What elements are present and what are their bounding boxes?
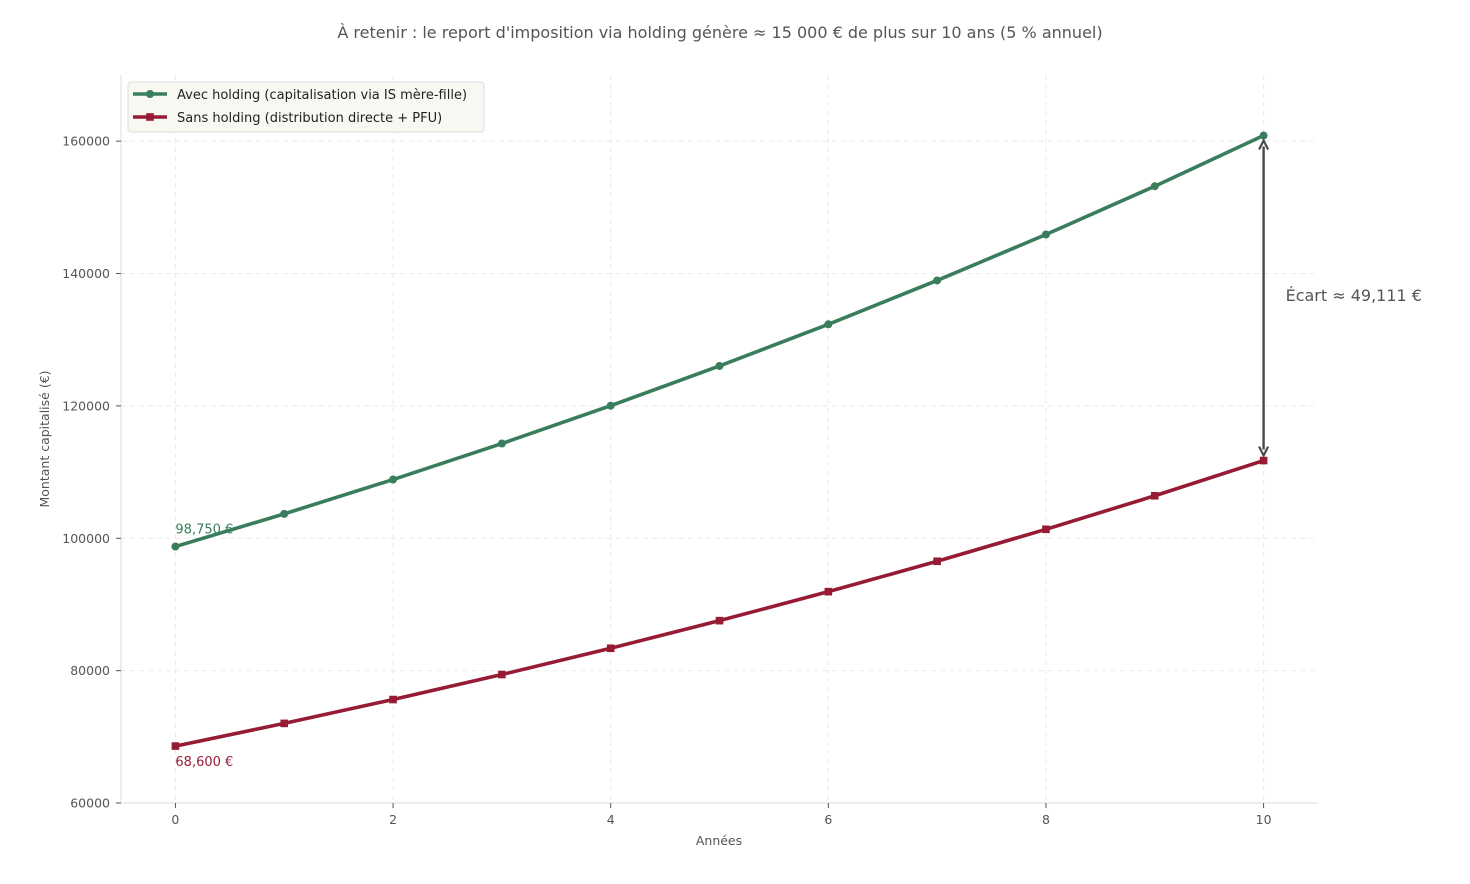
x-tick-label: 0 bbox=[171, 812, 179, 827]
legend-label: Avec holding (capitalisation via IS mère… bbox=[177, 88, 467, 103]
x-tick-label: 4 bbox=[607, 812, 615, 827]
legend-box bbox=[127, 81, 485, 133]
y-tick-label: 120000 bbox=[62, 398, 110, 413]
x-tick-label: 10 bbox=[1256, 812, 1272, 827]
data-point-square bbox=[1259, 456, 1268, 465]
y-tick-label: 100000 bbox=[62, 531, 110, 546]
y-axis-ticks: 60000 80000 100000 120000 140000 160000 bbox=[62, 134, 121, 811]
chart-title: À retenir : le report d'imposition via h… bbox=[337, 23, 1102, 42]
data-series bbox=[171, 131, 1268, 750]
data-point-square bbox=[280, 719, 289, 728]
x-axis-label: Années bbox=[696, 833, 742, 848]
data-point-square bbox=[1150, 491, 1159, 500]
data-point-circle bbox=[1041, 230, 1050, 239]
series-line bbox=[173, 458, 1266, 748]
data-point-square bbox=[933, 557, 941, 566]
data-point-circle bbox=[280, 509, 289, 518]
y-tick-label: 80000 bbox=[70, 663, 110, 678]
x-tick-label: 8 bbox=[1042, 812, 1050, 827]
series-sans-holding bbox=[171, 456, 1268, 750]
legend-marker-square bbox=[146, 113, 154, 121]
data-point-circle bbox=[1259, 131, 1268, 140]
data-point-circle bbox=[715, 361, 724, 370]
arrow-head-down-icon bbox=[1258, 446, 1270, 459]
data-point-square bbox=[606, 644, 615, 653]
start-value-label: 68,600 € bbox=[175, 755, 233, 770]
data-point-circle bbox=[1150, 182, 1159, 191]
data-point-square bbox=[498, 670, 506, 679]
series-line bbox=[173, 133, 1266, 549]
x-tick-label: 2 bbox=[389, 812, 397, 827]
y-tick-label: 160000 bbox=[62, 134, 110, 149]
data-point-circle bbox=[933, 276, 942, 285]
data-point-square bbox=[715, 616, 724, 625]
x-axis-ticks: 0 2 4 6 8 10 bbox=[171, 803, 1272, 827]
y-tick-label: 60000 bbox=[70, 796, 110, 811]
data-point-square bbox=[824, 587, 833, 596]
data-point-circle bbox=[606, 401, 615, 410]
y-axis-label: Montant capitalisé (€) bbox=[37, 370, 52, 507]
axes-spines bbox=[120, 75, 1318, 804]
gap-annotation-label: Écart ≈ 49,111 € bbox=[1286, 286, 1422, 305]
series-avec-holding bbox=[171, 131, 1268, 551]
legend-marker-circle bbox=[146, 90, 154, 98]
grid-lines bbox=[121, 75, 1318, 804]
data-point-square bbox=[1042, 525, 1050, 534]
data-point-square bbox=[171, 742, 180, 750]
data-point-circle bbox=[171, 542, 180, 551]
data-point-circle bbox=[389, 475, 398, 484]
legend-item-avec-holding: Avec holding (capitalisation via IS mère… bbox=[133, 88, 467, 103]
data-point-square bbox=[389, 695, 397, 704]
y-tick-label: 140000 bbox=[62, 266, 110, 281]
legend-label: Sans holding (distribution directe + PFU… bbox=[177, 111, 442, 126]
x-tick-label: 6 bbox=[824, 812, 832, 827]
legend-item-sans-holding: Sans holding (distribution directe + PFU… bbox=[133, 111, 442, 126]
data-point-circle bbox=[497, 439, 506, 448]
start-value-label: 98,750 € bbox=[175, 523, 233, 538]
legend: Avec holding (capitalisation via IS mère… bbox=[127, 81, 485, 133]
annotations: 98,750 € 68,600 € Écart ≈ 49,111 € bbox=[175, 138, 1422, 770]
arrow-head-up-icon bbox=[1258, 138, 1270, 151]
data-point-circle bbox=[824, 320, 833, 329]
